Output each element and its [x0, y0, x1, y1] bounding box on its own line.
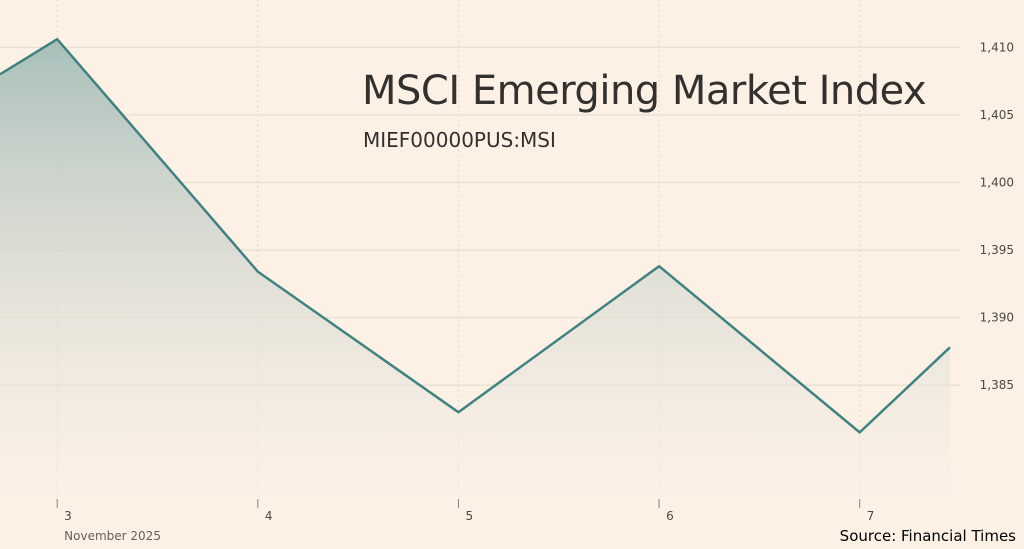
y-tick-label: 1,400	[980, 175, 1014, 189]
y-tick-label: 1,410	[980, 40, 1014, 54]
chart-title: MSCI Emerging Market Index	[362, 68, 927, 114]
series-area	[0, 39, 950, 500]
x-tick-label: 6	[666, 509, 674, 523]
x-tick-label: 4	[265, 509, 273, 523]
y-tick-label: 1,385	[980, 378, 1014, 392]
source-note: Source: Financial Times	[839, 527, 1016, 545]
chart-subtitle: MIEF00000PUS:MSI	[363, 128, 556, 152]
x-axis-ticks: 3 4 5 6 7	[56, 499, 875, 523]
x-tick-label: 3	[64, 509, 72, 523]
y-axis-ticks: 1,385 1,390 1,395 1,400 1,405 1,410	[980, 40, 1014, 392]
y-tick-label: 1,405	[980, 108, 1014, 122]
x-axis-period-label: November 2025	[64, 529, 161, 543]
x-tick-label: 5	[465, 509, 473, 523]
y-tick-label: 1,390	[980, 311, 1014, 325]
series-line	[0, 37, 951, 434]
y-tick-label: 1,395	[980, 243, 1014, 257]
x-tick-label: 7	[867, 509, 875, 523]
